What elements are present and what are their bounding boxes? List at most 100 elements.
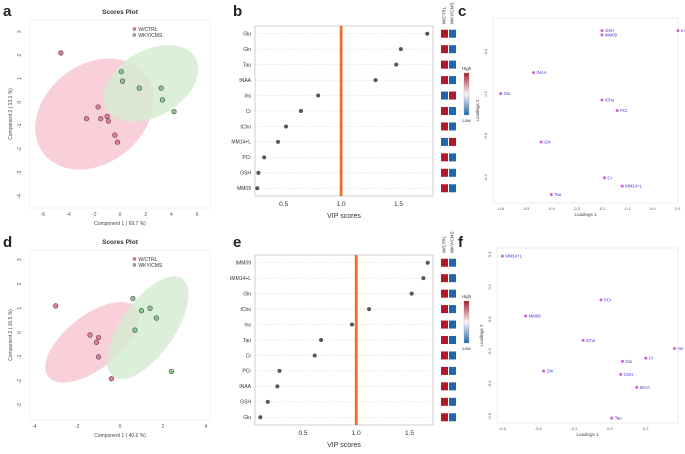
vip-point bbox=[373, 78, 378, 83]
legend-swatch bbox=[132, 263, 137, 267]
score-point-cms bbox=[147, 305, 153, 311]
x-tick-label: 0.0 bbox=[650, 206, 656, 211]
vip-point bbox=[298, 109, 303, 113]
heat-cell bbox=[449, 336, 456, 344]
loading-label: Cr bbox=[608, 175, 613, 180]
heat-cell bbox=[449, 60, 456, 69]
loading-point bbox=[676, 29, 680, 33]
y-tick-label: 0 bbox=[17, 331, 23, 334]
x-tick-label: 0.1 bbox=[675, 206, 681, 211]
y-tick-label: -3 bbox=[17, 403, 23, 408]
heat-cell bbox=[449, 413, 456, 422]
plot-area bbox=[45, 276, 189, 383]
loading-label: Gln bbox=[544, 140, 551, 145]
vip-point bbox=[367, 307, 372, 312]
legend-swatch bbox=[132, 257, 137, 261]
heat-cell bbox=[441, 45, 448, 54]
loading-point bbox=[542, 369, 546, 373]
vip-category-label: MM09 bbox=[237, 186, 251, 192]
heat-cell bbox=[441, 29, 448, 38]
vip-point bbox=[275, 139, 280, 144]
x-tick-label: -0.1 bbox=[624, 206, 632, 211]
y-tick-label: -1 bbox=[17, 354, 23, 359]
x-tick-label: 0.5 bbox=[298, 430, 307, 437]
score-point-cms bbox=[158, 85, 164, 91]
x-axis-label: VIP scores bbox=[327, 213, 361, 220]
y-tick-label: -0.2 bbox=[483, 174, 488, 182]
vip-point bbox=[319, 338, 324, 342]
score-point-ctrl bbox=[98, 116, 104, 122]
loading-label: MM09 bbox=[529, 314, 542, 319]
heat-cell bbox=[441, 351, 448, 360]
x-axis-label: Component 1 ( 69.7 %) bbox=[94, 221, 146, 227]
x-axis-label: VIP scores bbox=[327, 442, 361, 449]
loading-point bbox=[539, 140, 543, 144]
heat-cell bbox=[441, 76, 448, 85]
vip-category-label: PCr bbox=[242, 155, 251, 161]
vip-category-label: tMM14+L bbox=[230, 276, 251, 282]
vip-category-label: Tau bbox=[243, 62, 251, 68]
x-tick-label: 4 bbox=[204, 424, 207, 430]
vip-point bbox=[275, 384, 280, 389]
heat-cell bbox=[441, 107, 448, 115]
x-tick-label: 0.5 bbox=[279, 201, 288, 208]
vip-point bbox=[256, 170, 261, 175]
heat-column-label: W/CTRL bbox=[442, 235, 447, 253]
panel-letter-c: c bbox=[458, 3, 466, 20]
vip-point bbox=[316, 93, 321, 98]
vip-point bbox=[349, 322, 354, 327]
colorbar bbox=[463, 300, 470, 344]
vip-point bbox=[425, 260, 430, 265]
loading-point bbox=[619, 372, 623, 376]
score-point-ctrl bbox=[108, 376, 115, 382]
x-tick-label: -2 bbox=[92, 212, 97, 218]
vip-category-label: Glu bbox=[243, 32, 251, 38]
x-tick-label: -0.4 bbox=[535, 426, 543, 431]
y-tick-label: -4 bbox=[17, 194, 23, 199]
scores-plot-d: Scores Plot -4 -2 0 2 4 -3 -2 -1 0 1 2 3 Component 1 … bbox=[8, 239, 211, 439]
vip-category-label: GSH bbox=[240, 171, 251, 177]
x-tick-label: -0.6 bbox=[499, 426, 507, 431]
vip-category-label: tCho bbox=[240, 307, 251, 313]
heat-cell bbox=[441, 397, 448, 406]
heat-cell bbox=[449, 29, 456, 38]
score-point-ctrl bbox=[95, 334, 102, 341]
x-tick-label: 0 bbox=[119, 424, 122, 430]
vip-point bbox=[409, 291, 414, 296]
loading-label: Ins bbox=[677, 346, 683, 351]
y-tick-label: 0.2 bbox=[487, 283, 492, 289]
score-point-cms bbox=[171, 109, 177, 115]
heat-cell bbox=[449, 258, 456, 267]
loading-point bbox=[600, 33, 604, 37]
loading-label: Tau bbox=[615, 416, 623, 421]
plot-frame bbox=[29, 249, 211, 421]
x-tick-label: 1.0 bbox=[337, 201, 346, 208]
loading-label: Ins bbox=[681, 28, 685, 33]
panel-letter-b: b bbox=[233, 3, 242, 20]
heat-cell bbox=[441, 91, 448, 100]
loading-point bbox=[524, 314, 528, 318]
x-tick-label: -4 bbox=[32, 424, 37, 430]
y-tick-label: 0 bbox=[17, 101, 23, 104]
loading-label: GSH bbox=[605, 28, 614, 33]
heat-cell bbox=[449, 289, 456, 298]
vip-category-label: Gln bbox=[243, 47, 251, 53]
score-point-ctrl bbox=[87, 332, 93, 338]
vip-point bbox=[398, 47, 403, 52]
x-tick-label: 1.5 bbox=[405, 430, 414, 437]
plot-frame bbox=[496, 247, 679, 424]
vip-point bbox=[265, 399, 270, 404]
heat-cell bbox=[449, 137, 456, 146]
x-tick-label: 4 bbox=[170, 212, 173, 218]
score-point-ctrl bbox=[95, 354, 102, 360]
score-point-ctrl bbox=[95, 104, 101, 110]
vip-point bbox=[284, 124, 289, 129]
y-tick-label: -0.2 bbox=[487, 347, 492, 355]
score-point-ctrl bbox=[114, 139, 121, 145]
loading-label: MM14+L bbox=[505, 254, 522, 259]
y-axis-label: Loadings 2 bbox=[479, 324, 484, 347]
vip-point bbox=[425, 31, 430, 36]
x-tick-label: 0.0 bbox=[607, 426, 613, 431]
vip-category-label: tNAA bbox=[239, 384, 251, 390]
